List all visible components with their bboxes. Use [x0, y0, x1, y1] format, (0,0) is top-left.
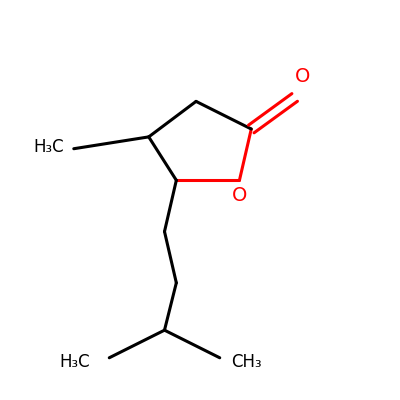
Text: O: O — [295, 67, 310, 86]
Text: O: O — [232, 186, 247, 205]
Text: H₃C: H₃C — [59, 353, 90, 371]
Text: H₃C: H₃C — [33, 138, 64, 156]
Text: CH₃: CH₃ — [232, 353, 262, 371]
